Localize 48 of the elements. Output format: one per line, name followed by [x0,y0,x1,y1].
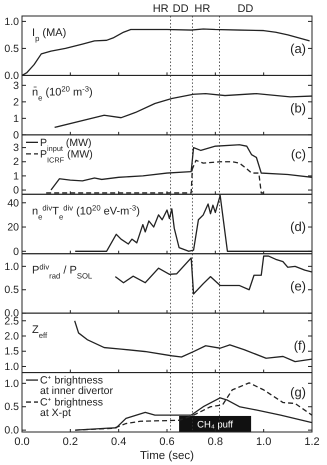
text: DD [237,3,254,15]
y-tick-label: 3 [13,142,20,154]
annotation: (b) [290,100,306,116]
y-axis-title: Z$_{eff}$ [32,324,48,340]
y-tick-label: 2 [13,96,20,108]
y-tick-label: 0.5 [4,42,20,55]
y-tick-label: 2 [13,156,20,168]
y-tick-label: 0 [13,184,20,197]
y-tick-label: 1.0 [4,16,20,28]
x-tick-label: 0.2 [62,436,78,448]
y-tick-label: 0.5 [4,401,20,414]
y-tick-label: 1.5 [4,346,20,358]
text: DD [172,3,189,15]
y-tick-label: 3 [13,80,20,92]
x-tick-label: 0.8 [208,436,223,448]
y-tick-label: 2.0 [4,330,20,342]
text: HR [194,3,210,15]
y-tick-label: 0.0 [4,70,20,82]
y-tick-label: 0.5 [4,284,20,296]
y-tick-label: 40 [7,197,20,210]
x-tick-label: 0.4 [111,436,126,448]
y-axis-title: I$_{p}$ (MA) [32,27,66,42]
legend-label: C⁺ brightness at X-pt [40,396,103,420]
annotation: (f) [294,338,306,353]
band-label: CH₄ puff [197,419,234,430]
y-tick-label: 1 [13,112,20,125]
y-tick-label: 1.0 [4,260,20,273]
y-tick-label: 0.0 [4,424,20,437]
x-axis-title: Time (sec) [140,450,194,462]
y-tick-label: 0 [13,246,20,258]
y-tick-label: 1 [13,170,20,182]
legend-label: C⁺ brightness at inner divertor [40,374,114,398]
y-axis-title: n̄$_{e}$ (10$^{20}$ m$^{-3}$) [32,84,93,102]
y-tick-label: 0 [13,129,20,142]
y-tick-label: 1.0 [4,360,20,373]
annotation: (a) [290,40,306,56]
annotation: (c) [290,146,306,162]
y-tick-label: 20 [7,222,20,234]
y-axis-title: P$^{div}$$_{rad}$ / P$_{SOL}$ [32,262,93,280]
x-tick-label: 0.6 [159,436,175,448]
text: HR [152,3,169,15]
annotation: (d) [290,219,306,234]
x-tick-label: 1.2 [304,436,320,448]
annotation: (g) [290,384,306,400]
y-tick-label: 1.0 [4,378,20,390]
text: n$_{e}$$^{div}$T$_{e}$$^{div}$ (10$^{20}$ eV-m$^{-3}$) [32,202,140,221]
annotation: (e) [290,278,306,294]
x-tick-label: 1.0 [256,436,272,448]
